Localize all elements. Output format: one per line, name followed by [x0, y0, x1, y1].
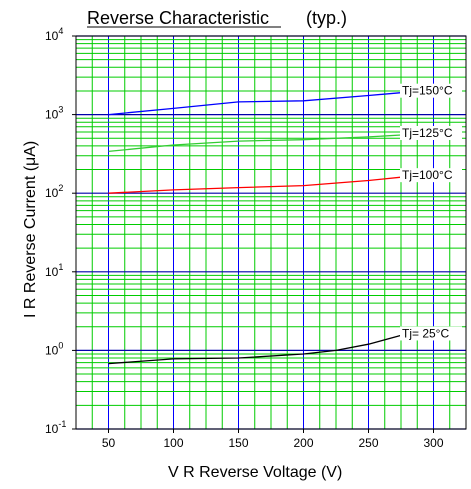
x-tick-label: 300	[423, 436, 443, 450]
series-line	[108, 334, 402, 365]
y-axis-label: I R Reverse Current (μA)	[22, 141, 39, 318]
series-label-background	[400, 326, 462, 341]
y-tick-label: 102	[45, 183, 63, 200]
series-label-background	[400, 83, 462, 98]
series-label: Tj=150°C	[402, 84, 453, 98]
series-labels: Tj=150°C Tj=125°C Tj=100°C Tj= 25°C	[400, 83, 462, 341]
series-label: Tj= 25°C	[402, 326, 449, 340]
series-label-background	[400, 168, 462, 183]
x-tick-label: 100	[163, 436, 183, 450]
y-tick-labels: 10-1 100 101 102 103 104	[45, 26, 76, 436]
series-label-background	[400, 126, 462, 141]
series-line	[108, 134, 402, 153]
x-tick-label: 200	[293, 436, 313, 450]
chart-title: Reverse Characteristic	[87, 8, 269, 28]
plot-frame	[75, 35, 467, 430]
x-tick-label: 50	[102, 436, 116, 450]
series-label: Tj=125°C	[402, 126, 453, 140]
y-tick-label: 101	[45, 262, 63, 279]
x-axis-label: V R Reverse Voltage (V)	[168, 464, 342, 481]
x-tick-label: 250	[358, 436, 378, 450]
y-tick-label: 104	[45, 26, 63, 43]
chart-subtitle: (typ.)	[306, 8, 347, 28]
series-label: Tj=100°C	[402, 168, 453, 182]
y-tick-label: 10-1	[45, 419, 66, 436]
x-tick-labels: 50 100 150 200 250 300	[102, 429, 444, 450]
series-line	[108, 92, 402, 116]
y-tick-label: 103	[45, 105, 63, 122]
x-tick-label: 150	[228, 436, 248, 450]
series-line	[108, 176, 402, 194]
y-tick-label: 100	[45, 340, 63, 357]
series-lines	[108, 92, 402, 365]
